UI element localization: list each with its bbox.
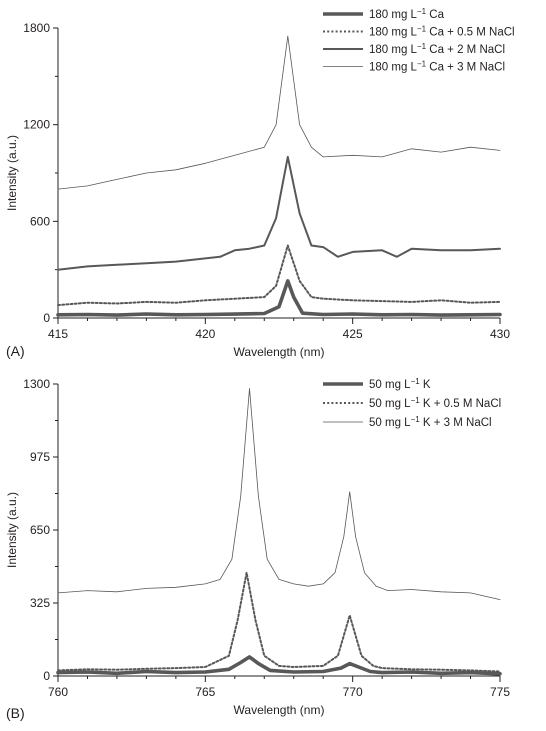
series-line-2	[57, 244, 501, 307]
series-line-1	[56, 279, 502, 317]
legend-label-1: 50 mg L−1 K	[369, 377, 431, 391]
series-line-3	[57, 155, 501, 271]
x-tick-label: 775	[490, 685, 510, 699]
legend-label-2: 50 mg L−1 K + 0.5 M NaCl	[369, 396, 501, 410]
y-tick-label: 650	[30, 523, 50, 537]
panel-b: 0 325 650 975 1300 760 765 770 775 Wavelength (nm…	[5, 377, 510, 721]
x-tick-label: 765	[195, 685, 215, 699]
y-tick-label: 0	[43, 311, 50, 325]
series-line-3	[57, 388, 501, 600]
y-axis-label: Intensity (a.u.)	[5, 135, 19, 211]
y-tick-label: 600	[30, 214, 50, 228]
legend-label-4: 180 mg L−1 Ca + 3 M NaCl	[369, 60, 505, 74]
legend: 180 mg L−1 Ca 180 mg L−1 Ca + 0.5 M NaCl 1…	[323, 7, 515, 74]
panel-label: (A)	[6, 343, 25, 359]
legend: 50 mg L−1 K 50 mg L−1 K + 0.5 M NaCl 50 mg…	[323, 377, 501, 429]
y-tick-label: 1200	[23, 118, 50, 132]
y-tick-label: 1300	[23, 377, 50, 391]
panel-label: (B)	[6, 705, 25, 721]
series-line-1	[56, 655, 502, 676]
legend-label-1: 180 mg L−1 Ca	[369, 7, 445, 21]
panel-a: 0 600 1200 1800 415 420 425 430 Wavelength (nm) I…	[5, 7, 515, 359]
legend-label-3: 180 mg L−1 Ca + 2 M NaCl	[369, 42, 505, 56]
x-tick-label: 430	[490, 327, 510, 341]
x-tick-label: 420	[195, 327, 215, 341]
legend-label-3: 50 mg L−1 K + 3 M NaCl	[369, 415, 492, 429]
x-axis-label: Wavelength (nm)	[234, 703, 325, 717]
legend-label-2: 180 mg L−1 Ca + 0.5 M NaCl	[369, 25, 515, 39]
x-tick-label: 425	[343, 327, 363, 341]
x-tick-label: 770	[343, 685, 363, 699]
y-tick-label: 325	[30, 596, 50, 610]
series-line-4	[57, 35, 501, 190]
y-tick-label: 975	[30, 450, 50, 464]
x-tick-label: 760	[48, 685, 68, 699]
x-axis-label: Wavelength (nm)	[234, 345, 325, 359]
y-tick-label: 0	[43, 669, 50, 683]
x-tick-label: 415	[48, 327, 68, 341]
y-tick-label: 1800	[23, 21, 50, 35]
y-axis-label: Intensity (a.u.)	[5, 492, 19, 568]
series-line-2	[57, 571, 501, 673]
